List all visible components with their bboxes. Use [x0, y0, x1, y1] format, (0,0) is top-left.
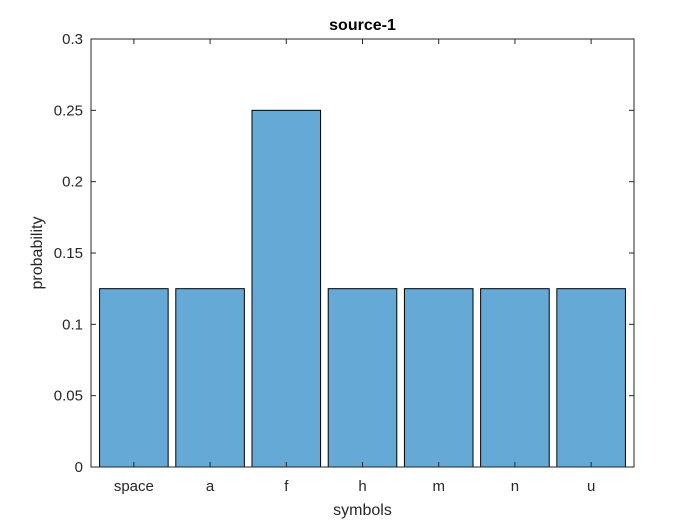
chart-title: source-1 — [329, 17, 396, 34]
y-tick-label: 0.1 — [62, 316, 83, 333]
x-tick-label: h — [358, 478, 366, 495]
axes-box — [90, 38, 635, 468]
bar-h — [327, 288, 398, 468]
y-tick-label: 0 — [75, 459, 83, 476]
bar-a — [175, 288, 245, 468]
x-axis-label: symbols — [333, 502, 392, 519]
labels-layer: space a f h m n u 0 0.05 0.1 0.15 0.2 0.25 0.3 — [54, 31, 596, 495]
x-tick-label: space — [114, 478, 154, 495]
bar-n — [480, 288, 550, 468]
bar-m — [403, 288, 474, 468]
x-tick-label: a — [206, 478, 215, 495]
y-tick-label: 0.2 — [62, 174, 83, 191]
y-tick-label: 0.3 — [62, 31, 83, 48]
bar-space — [99, 288, 169, 468]
bar-f — [251, 109, 322, 468]
y-tick-label: 0.05 — [54, 388, 83, 405]
y-tick-label: 0.25 — [54, 102, 83, 119]
bar-u — [556, 288, 626, 468]
x-tick-label: m — [432, 478, 445, 495]
x-tick-label: f — [284, 478, 289, 495]
bars-layer — [99, 109, 626, 468]
y-tick-label: 0.15 — [54, 245, 83, 262]
y-axis-label: probability — [29, 217, 46, 290]
x-tick-label: n — [511, 478, 519, 495]
x-tick-label: u — [587, 478, 595, 495]
